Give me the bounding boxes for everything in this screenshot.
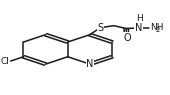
Text: N: N <box>86 59 94 69</box>
Text: Cl: Cl <box>1 57 10 66</box>
Text: H: H <box>136 14 143 23</box>
Text: 2: 2 <box>155 27 160 33</box>
Text: NH: NH <box>150 23 164 32</box>
Text: O: O <box>123 32 131 43</box>
Text: S: S <box>97 23 104 33</box>
Text: N: N <box>135 23 142 33</box>
